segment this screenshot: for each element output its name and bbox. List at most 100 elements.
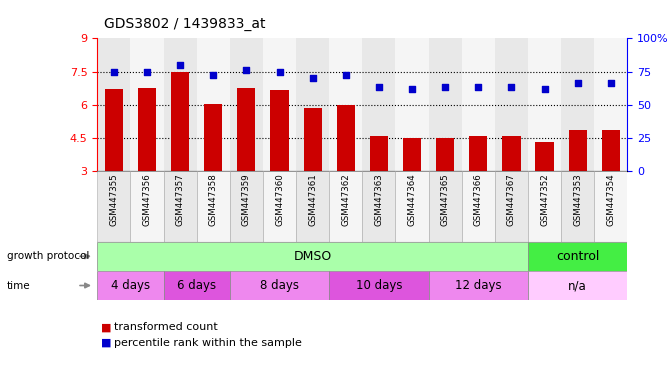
Bar [171, 71, 189, 171]
Bar [495, 171, 528, 242]
Bar [462, 171, 495, 242]
Text: GSM447361: GSM447361 [308, 173, 317, 226]
Bar [229, 38, 263, 171]
Bar [462, 38, 495, 171]
Bar [263, 38, 296, 171]
Text: GSM447364: GSM447364 [407, 173, 417, 226]
Bar [395, 38, 429, 171]
Bar [395, 171, 429, 242]
Text: GSM447365: GSM447365 [441, 173, 450, 226]
Bar [197, 38, 229, 171]
Text: growth protocol: growth protocol [7, 251, 89, 262]
Text: 6 days: 6 days [177, 279, 216, 292]
Text: GSM447358: GSM447358 [209, 173, 218, 226]
Bar [164, 271, 229, 300]
Text: 10 days: 10 days [356, 279, 402, 292]
Bar [164, 171, 197, 242]
Bar [296, 171, 329, 242]
Bar [429, 38, 462, 171]
Bar [503, 136, 521, 171]
Bar [229, 271, 329, 300]
Bar [329, 271, 429, 300]
Point [174, 62, 185, 68]
Bar [370, 136, 388, 171]
Bar [337, 104, 355, 171]
Bar [270, 90, 289, 171]
Text: ■: ■ [101, 322, 111, 332]
Text: percentile rank within the sample: percentile rank within the sample [114, 338, 302, 348]
Bar [436, 138, 454, 171]
Text: transformed count: transformed count [114, 322, 218, 332]
Bar [303, 108, 322, 171]
Bar [97, 271, 164, 300]
Bar [568, 130, 587, 171]
Point [109, 68, 119, 74]
Point [307, 75, 318, 81]
Text: GSM447359: GSM447359 [242, 173, 251, 226]
Point [539, 86, 550, 92]
Bar [469, 136, 487, 171]
Point [274, 68, 285, 74]
Point [473, 84, 484, 91]
Bar [97, 171, 130, 242]
Point [374, 84, 384, 91]
Bar [329, 38, 362, 171]
Bar [362, 38, 395, 171]
Point [572, 80, 583, 86]
Bar [429, 171, 462, 242]
Bar [197, 171, 229, 242]
Bar [561, 38, 595, 171]
Bar [296, 38, 329, 171]
Point [241, 67, 252, 73]
Bar [495, 38, 528, 171]
Text: GSM447353: GSM447353 [573, 173, 582, 226]
Text: GSM447352: GSM447352 [540, 173, 549, 226]
Bar [602, 130, 620, 171]
Bar [528, 271, 627, 300]
Text: GSM447357: GSM447357 [176, 173, 185, 226]
Point [340, 73, 351, 79]
Text: GSM447366: GSM447366 [474, 173, 483, 226]
Bar [528, 171, 561, 242]
Bar [130, 38, 164, 171]
Bar [528, 38, 561, 171]
Point [440, 84, 450, 91]
Bar [595, 171, 627, 242]
Text: GSM447355: GSM447355 [109, 173, 118, 226]
Bar [263, 171, 296, 242]
Bar [403, 138, 421, 171]
Text: 12 days: 12 days [455, 279, 502, 292]
Text: ■: ■ [101, 338, 111, 348]
Bar [238, 88, 256, 171]
Point [605, 80, 616, 86]
Text: 8 days: 8 days [260, 279, 299, 292]
Bar [97, 242, 528, 271]
Point [506, 84, 517, 91]
Text: DMSO: DMSO [293, 250, 331, 263]
Bar [561, 171, 595, 242]
Bar [229, 171, 263, 242]
Bar [138, 88, 156, 171]
Point [208, 73, 219, 79]
Text: GSM447360: GSM447360 [275, 173, 284, 226]
Text: GSM447356: GSM447356 [142, 173, 152, 226]
Bar [528, 242, 627, 271]
Text: 4 days: 4 days [111, 279, 150, 292]
Bar [97, 38, 130, 171]
Bar [429, 271, 528, 300]
Text: n/a: n/a [568, 279, 587, 292]
Text: GSM447363: GSM447363 [374, 173, 383, 226]
Text: GSM447367: GSM447367 [507, 173, 516, 226]
Bar [329, 171, 362, 242]
Text: GSM447354: GSM447354 [607, 173, 615, 226]
Text: time: time [7, 280, 30, 291]
Point [142, 68, 152, 74]
Point [407, 86, 417, 92]
Bar [595, 38, 627, 171]
Text: control: control [556, 250, 599, 263]
Bar [164, 38, 197, 171]
Text: GDS3802 / 1439833_at: GDS3802 / 1439833_at [104, 17, 266, 31]
Bar [535, 142, 554, 171]
Bar [130, 171, 164, 242]
Text: GSM447362: GSM447362 [342, 173, 350, 226]
